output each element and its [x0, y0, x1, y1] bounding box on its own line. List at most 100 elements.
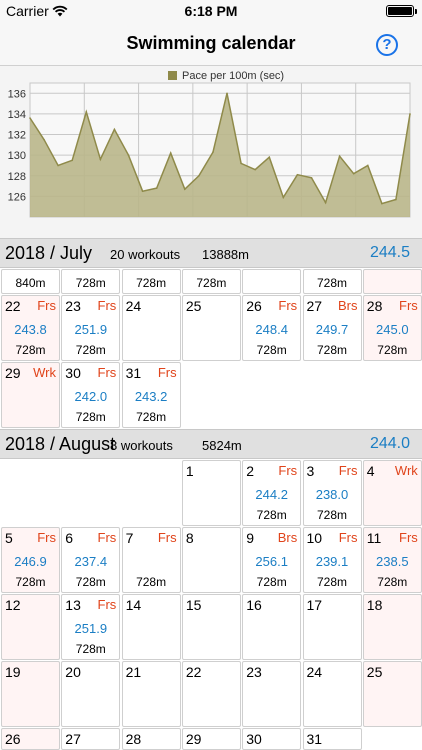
y-tick-label: 128 — [8, 171, 26, 183]
calendar-day-cell[interactable] — [362, 269, 422, 294]
calendar-day-cell[interactable]: 23 — [242, 661, 302, 727]
calendar-day-cell[interactable]: 11 Frs 238.5 728m — [362, 527, 422, 593]
calendar-day-cell[interactable]: 728m — [302, 269, 362, 294]
day-number: 10 — [306, 530, 323, 546]
day-number: 23 — [65, 298, 81, 314]
calendar-day-cell[interactable]: 25 — [181, 295, 241, 361]
legend-label: Pace per 100m (sec) — [182, 70, 284, 82]
calendar-day-cell[interactable]: 31 — [302, 728, 362, 750]
pace-point — [409, 113, 411, 115]
month-header[interactable]: 2018 / July 20 workouts 13888m 244.5 — [0, 238, 422, 268]
calendar-day-cell[interactable]: 2 Frs 244.2 728m — [242, 460, 302, 526]
day-number: 30 — [246, 731, 262, 747]
month-pace: 244.5 — [369, 244, 410, 261]
pace-point — [282, 196, 285, 199]
y-tick-label: 136 — [8, 88, 26, 100]
day-number: 15 — [185, 597, 202, 613]
calendar-day-cell[interactable]: 16 — [242, 594, 302, 660]
pace-point — [352, 172, 355, 175]
pace-chart-panel[interactable]: 126 128 130 132 134 136 Pace per 100m (sec) — [0, 66, 422, 301]
calendar-day-cell[interactable]: 728m — [181, 269, 241, 294]
calendar-day-cell[interactable]: 728m — [61, 269, 121, 294]
calendar-day-cell[interactable]: 26 Frs 248.4 728m — [242, 295, 302, 361]
calendar-day-cell[interactable]: 27 Brs 249.7 728m — [302, 295, 362, 361]
day-number: 3 — [306, 463, 315, 479]
day-number: 21 — [125, 664, 142, 680]
calendar-day-cell[interactable]: 28 Frs 245.0 728m — [362, 295, 422, 361]
calendar-day-cell[interactable]: 30 — [242, 728, 302, 750]
pace-point — [155, 187, 158, 189]
calendar-day-cell[interactable]: 24 — [302, 661, 362, 727]
calendar-day-cell[interactable]: 17 — [302, 594, 362, 660]
calendar-day-cell[interactable]: 23 Frs 251.9 728m — [61, 295, 121, 361]
calendar-day-cell[interactable]: 25 — [362, 661, 422, 727]
calendar-day-cell[interactable]: 5 Frs 246.9 728m — [1, 527, 60, 593]
pace-point — [127, 154, 130, 156]
day-pace: 244.2 — [255, 487, 288, 502]
day-distance: 728m — [75, 410, 106, 424]
day-pace: 238.0 — [315, 487, 349, 502]
day-pace: 251.9 — [74, 621, 108, 636]
calendar-day-cell[interactable]: 31 Frs 243.2 728m — [121, 362, 181, 428]
day-number: 12 — [5, 597, 21, 613]
calendar-day-cell[interactable] — [242, 269, 302, 294]
day-number: 8 — [185, 530, 194, 546]
month-header[interactable]: 2018 / August 8 workouts 5824m 244.0 — [0, 429, 422, 459]
calendar-day-cell[interactable]: 29 Wrk — [1, 362, 60, 428]
day-distance: 728m — [316, 508, 348, 522]
calendar-day-cell[interactable]: 30 Frs 242.0 728m — [61, 362, 121, 428]
calendar-day-cell[interactable]: 28 — [121, 728, 181, 750]
calendar-day-cell[interactable]: 12 — [1, 594, 60, 660]
calendar-day-cell[interactable]: 840m — [1, 269, 60, 294]
calendar-day-cell[interactable]: 19 — [1, 661, 60, 727]
day-pace: 246.9 — [14, 554, 47, 569]
pace-point — [395, 198, 397, 201]
day-distance: 728m — [256, 508, 287, 522]
calendar-day-cell[interactable]: 27 — [61, 728, 121, 750]
day-pace: 248.4 — [255, 322, 288, 337]
pace-point — [212, 151, 214, 153]
pace-point — [169, 152, 172, 154]
day-number: 18 — [366, 597, 383, 613]
stroke-type: Frs — [338, 463, 358, 478]
calendar-day-cell[interactable]: 22 Frs 243.8 728m — [1, 295, 60, 361]
day-distance: 728m — [316, 575, 348, 589]
calendar-day-cell[interactable]: 21 — [121, 661, 181, 727]
calendar-day-cell[interactable]: 20 — [61, 661, 121, 727]
day-pace: 251.9 — [74, 322, 108, 337]
stroke-type: Frs — [399, 530, 418, 545]
day-distance: 728m — [15, 343, 46, 357]
month-distance: 5824m — [202, 438, 242, 453]
day-number: 27 — [65, 731, 81, 747]
calendar-day-cell[interactable]: 18 — [362, 594, 422, 660]
pace-point — [141, 190, 144, 193]
month-workouts: 20 workouts — [110, 247, 181, 262]
day-distance: 728m — [75, 642, 106, 656]
stroke-type: Frs — [338, 530, 358, 545]
day-number: 22 — [5, 298, 21, 314]
calendar-day-cell[interactable]: 6 Frs 237.4 728m — [61, 527, 121, 593]
day-number: 6 — [65, 530, 74, 546]
calendar-day-cell[interactable]: 3 Frs 238.0 728m — [302, 460, 362, 526]
y-tick-label: 130 — [8, 150, 26, 162]
calendar-day-cell[interactable]: 24 — [121, 295, 181, 361]
calendar-day-cell[interactable]: 22 — [181, 661, 241, 727]
calendar-day-cell[interactable]: 15 — [181, 594, 241, 660]
calendar-day-cell[interactable]: 7 Frs 728m — [121, 527, 181, 593]
stroke-type: Frs — [157, 530, 177, 545]
calendar-day-cell[interactable]: 29 — [181, 728, 241, 750]
calendar-day-cell[interactable]: 26 — [1, 728, 60, 750]
day-distance: 728m — [377, 575, 408, 589]
calendar-day-cell[interactable]: 13 Frs 251.9 728m — [61, 594, 121, 660]
pace-point — [184, 188, 186, 190]
calendar-day-cell[interactable]: 14 — [121, 594, 181, 660]
calendar-day-cell[interactable]: 8 — [181, 527, 241, 593]
calendar-day-cell[interactable]: 1 — [181, 460, 241, 526]
calendar-day-cell[interactable]: 9 Brs 256.1 728m — [242, 527, 302, 593]
calendar-day-cell[interactable]: 10 Frs 239.1 728m — [302, 527, 362, 593]
calendar-day-cell[interactable]: 728m — [121, 269, 181, 294]
calendar-day-cell[interactable]: 4 Wrk — [362, 460, 422, 526]
day-distance: 728m — [75, 343, 106, 357]
day-pace: 243.8 — [14, 322, 47, 337]
help-button[interactable]: ? — [376, 34, 398, 56]
